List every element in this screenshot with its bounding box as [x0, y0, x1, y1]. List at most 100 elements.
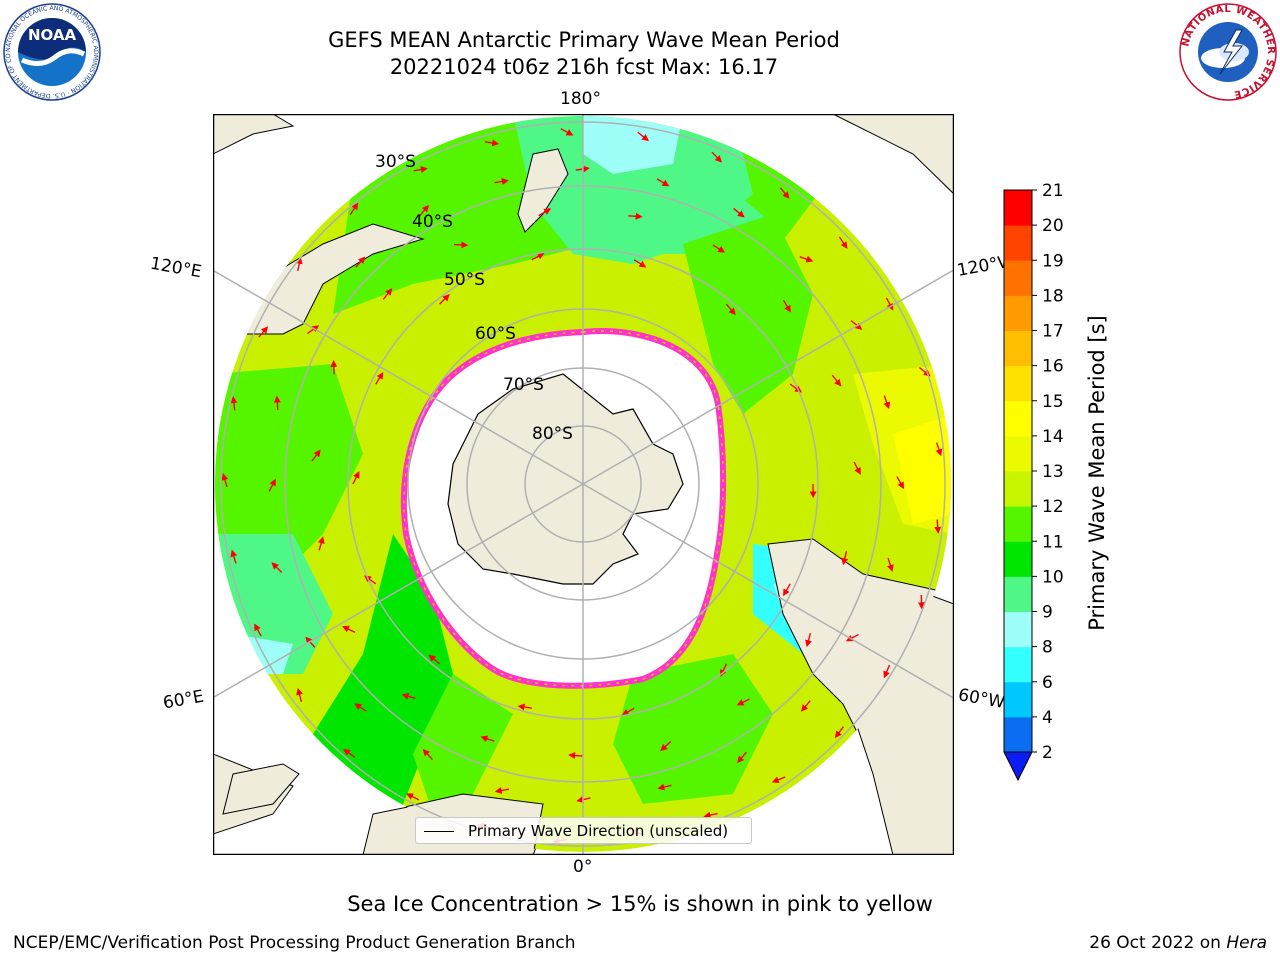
colorbar-tick-label: 13: [1042, 462, 1064, 482]
meridian-line: [213, 483, 584, 699]
noaa-logo: NATIONAL OCEANIC AND ATMOSPHERIC ADMINIS…: [2, 2, 101, 101]
lon-label-bottom: 0°: [573, 857, 593, 877]
wave-arrow: [850, 320, 863, 330]
colorbar-tick-label: 14: [1042, 427, 1064, 447]
wave-arrow: [656, 178, 670, 187]
colorbar-label: Primary Wave Mean Period [s]: [1085, 315, 1109, 631]
footer-date-text: 26 Oct 2022 on: [1089, 933, 1221, 953]
wave-arrow: [401, 692, 416, 700]
colorbar-tick-label: 10: [1042, 567, 1064, 587]
wave-arrow: [934, 519, 942, 534]
chart-subtitle: 20221024 t06z 216h fcst Max: 16.17: [389, 55, 779, 79]
wave-arrow: [531, 253, 545, 261]
meridian-line: [213, 269, 584, 485]
wave-arrow: [305, 636, 316, 648]
wave-arrow: [883, 664, 891, 679]
wave-arrow: [799, 255, 814, 263]
colorbar-block: [1004, 330, 1032, 367]
colorbar-tick-label: 16: [1042, 357, 1064, 377]
wave-arrow: [296, 687, 303, 702]
wave-arrow: [517, 703, 532, 711]
colorbar-block: [1004, 400, 1032, 437]
chart-title: GEFS MEAN Antarctic Primary Wave Mean Pe…: [328, 28, 840, 52]
wave-arrow: [317, 536, 325, 551]
wave-arrow: [422, 748, 433, 761]
wave-arrow: [230, 396, 238, 411]
wave-arrow: [439, 294, 450, 305]
colorbar-block: [1004, 435, 1032, 472]
wave-arrow: [428, 654, 441, 665]
wave-arrow: [576, 796, 591, 803]
wave-arrow: [413, 166, 428, 174]
wave-arrow: [352, 471, 360, 485]
wave-arrow: [480, 735, 495, 743]
wave-arrow: [419, 204, 429, 217]
wave-arrow: [725, 303, 736, 316]
colorbar-block: [1004, 681, 1032, 718]
colorbar-tick-label: 15: [1042, 392, 1064, 412]
wave-arrow: [254, 623, 262, 637]
wave-arrow: [221, 473, 229, 488]
colorbar-block: [1004, 716, 1032, 753]
map-legend: Primary Wave Direction (unscaled): [415, 817, 752, 844]
lat-label-50s: 50°S: [444, 270, 485, 290]
wave-arrow: [453, 241, 469, 249]
colorbar: 2 4 6 8 9 10 11 12 13 14 15 16 17 18 19 20 21: [1003, 181, 1064, 782]
legend-label: Primary Wave Direction (unscaled): [468, 822, 729, 840]
colorbar-tick-label: 20: [1042, 216, 1064, 236]
wave-arrow: [737, 751, 747, 764]
wave-arrow: [831, 374, 842, 387]
colorbar-tick-label: 9: [1042, 603, 1053, 623]
wave-arrow: [771, 776, 786, 784]
wave-arrow: [258, 326, 269, 338]
wave-arrow: [354, 703, 367, 712]
wave-arrow: [657, 783, 672, 791]
wave-arrow: [307, 325, 320, 335]
wave-arrow: [935, 442, 943, 457]
wave-arrow: [349, 202, 359, 215]
wave-arrow: [484, 139, 500, 147]
wave-arrow: [711, 151, 723, 163]
wave-arrow: [703, 811, 718, 819]
antarctica-land: [447, 373, 684, 585]
meridian-line: [582, 483, 954, 700]
wave-arrow: [343, 748, 356, 758]
colorbar-block: [1004, 611, 1032, 648]
wave-arrow: [295, 256, 303, 272]
wave-arrow: [712, 244, 726, 253]
sea-ice-note: Sea Ice Concentration > 15% is shown in …: [347, 892, 933, 916]
wave-arrow: [896, 476, 905, 490]
colorbar-tick-label: 19: [1042, 251, 1064, 271]
colorbar-tick-label: 11: [1042, 532, 1064, 552]
colorbar-block: [1004, 576, 1032, 612]
colorbar-extend-arrow: [1003, 751, 1033, 782]
colorbar-block: [1004, 471, 1032, 507]
wave-arrow: [733, 207, 745, 218]
lon-label-lower-left: 60°E: [161, 686, 206, 714]
legend-line-swatch: [424, 831, 454, 832]
wave-arrow: [494, 178, 509, 185]
colorbar-tick-label: 8: [1042, 638, 1053, 658]
footer-machine: Hera: [1226, 933, 1267, 953]
colorbar-block: [1004, 295, 1032, 331]
colorbar-tick-label: 2: [1042, 743, 1053, 763]
wave-arrow: [538, 208, 552, 217]
wave-arrow: [633, 259, 647, 268]
meridian-line: [582, 268, 954, 485]
wave-arrow: [311, 449, 321, 462]
colorbar-tick-label: 17: [1042, 322, 1064, 342]
wave-arrow: [273, 395, 281, 410]
wave-arrow: [887, 557, 894, 572]
nws-logo: NATIONAL WEATHER SERVICE: [1179, 3, 1277, 101]
wave-arrow: [382, 288, 393, 300]
wave-arrow: [330, 359, 338, 375]
colorbar-tick-label: 12: [1042, 497, 1064, 517]
lat-label-70s: 70°S: [503, 375, 544, 395]
wave-arrow: [375, 371, 384, 385]
polar-map: [213, 114, 954, 855]
wave-arrow: [800, 700, 811, 712]
colorbar-block: [1004, 260, 1032, 296]
wave-arrow: [660, 740, 672, 752]
wave-arrow: [637, 131, 649, 142]
wave-arrow: [355, 256, 366, 268]
